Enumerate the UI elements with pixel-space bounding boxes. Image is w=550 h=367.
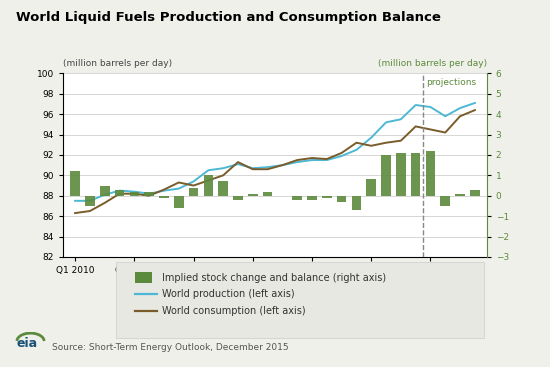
Bar: [70, 171, 80, 196]
Bar: [129, 192, 139, 196]
Bar: [455, 194, 465, 196]
Bar: [337, 196, 346, 202]
Bar: [322, 196, 332, 198]
Bar: [159, 196, 169, 198]
Bar: [307, 196, 317, 200]
Bar: [426, 151, 435, 196]
Bar: [396, 153, 406, 196]
Bar: [115, 190, 124, 196]
Bar: [381, 155, 391, 196]
Bar: [85, 196, 95, 206]
Text: (million barrels per day): (million barrels per day): [378, 59, 487, 68]
Bar: [351, 196, 361, 210]
Bar: [263, 192, 272, 196]
Bar: [441, 196, 450, 206]
Bar: [233, 196, 243, 200]
Bar: [411, 153, 421, 196]
Bar: [248, 194, 257, 196]
Text: projections: projections: [426, 79, 476, 87]
Bar: [144, 192, 154, 196]
Bar: [174, 196, 184, 208]
Text: Source: Short-Term Energy Outlook, December 2015: Source: Short-Term Energy Outlook, Decem…: [52, 343, 289, 352]
Bar: [189, 188, 199, 196]
Text: World production (left axis): World production (left axis): [162, 289, 295, 299]
Text: World Liquid Fuels Production and Consumption Balance: World Liquid Fuels Production and Consum…: [16, 11, 441, 24]
Text: Implied stock change and balance (right axis): Implied stock change and balance (right …: [162, 273, 386, 283]
Bar: [218, 181, 228, 196]
Bar: [100, 186, 109, 196]
Bar: [470, 190, 480, 196]
Text: (million barrels per day): (million barrels per day): [63, 59, 172, 68]
Text: eia: eia: [16, 338, 37, 350]
Bar: [366, 179, 376, 196]
Text: World consumption (left axis): World consumption (left axis): [162, 306, 306, 316]
Bar: [204, 175, 213, 196]
Bar: [293, 196, 302, 200]
